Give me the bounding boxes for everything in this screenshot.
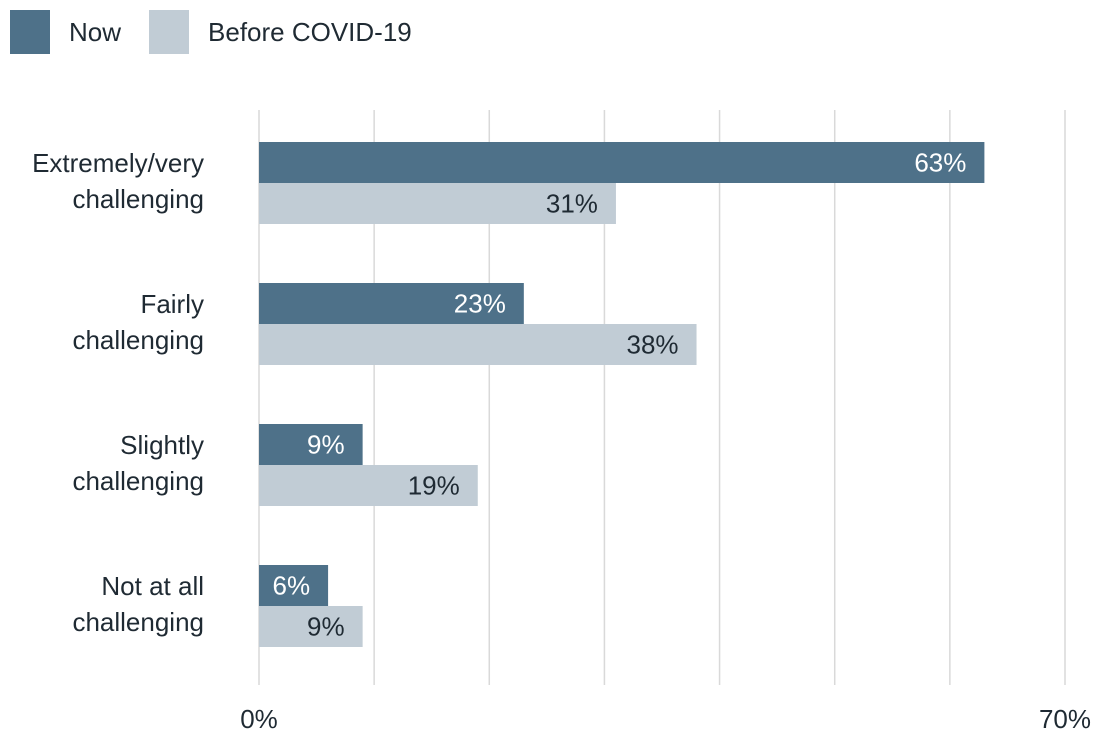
x-tick-label: 70%: [1039, 704, 1091, 731]
legend-item-now: Now: [10, 10, 121, 54]
data-label: 6%: [273, 571, 311, 601]
bar: [259, 324, 697, 365]
bar: [259, 183, 616, 224]
category-label: Extremely/very: [32, 148, 204, 178]
labels: 63% 31% Extremely/very challenging 23% 38% Fai…: [32, 148, 1091, 731]
legend-item-before-covid: Before COVID-19: [149, 10, 412, 54]
legend-label-before-covid: Before COVID-19: [208, 17, 412, 47]
bar: [259, 142, 985, 183]
bar: [259, 565, 329, 606]
category-label: Fairly: [140, 289, 204, 319]
legend-swatch-now: [10, 10, 50, 54]
data-label: 9%: [307, 430, 345, 460]
category-label: challenging: [72, 607, 204, 637]
category-label: challenging: [72, 466, 204, 496]
data-label: 38%: [626, 330, 678, 360]
category-label: Slightly: [120, 430, 204, 460]
legend-swatch-before-covid: [149, 10, 190, 54]
data-label: 31%: [546, 189, 598, 219]
category-label: challenging: [72, 184, 204, 214]
bar: [259, 283, 524, 324]
data-label: 23%: [454, 289, 506, 319]
bar: [259, 424, 363, 465]
legend: Now Before COVID-19: [10, 10, 440, 54]
category-label: challenging: [72, 325, 204, 355]
bar: [259, 606, 363, 647]
data-label: 19%: [408, 471, 460, 501]
bars: [259, 142, 985, 647]
x-tick-label: 0%: [240, 704, 278, 731]
bar: [259, 465, 478, 506]
category-label: Not at all: [101, 571, 204, 601]
legend-label-now: Now: [69, 17, 122, 47]
data-label: 9%: [307, 612, 345, 642]
data-label: 63%: [914, 148, 966, 178]
